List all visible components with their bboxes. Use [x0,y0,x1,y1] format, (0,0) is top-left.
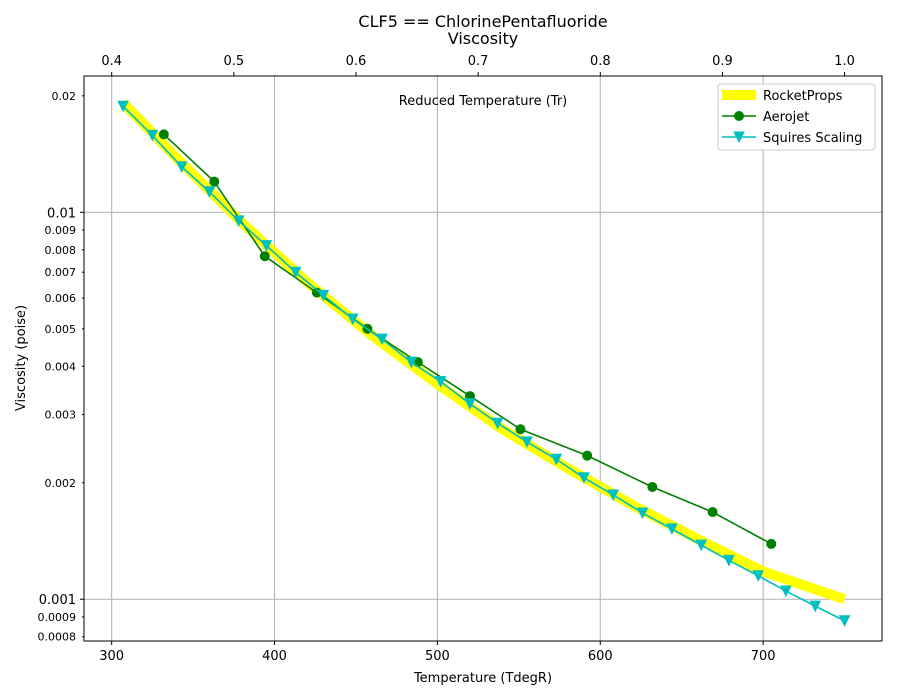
x-tick-label: 500 [425,649,450,664]
chart-title: CLF5 == ChlorinePentafluoride [358,12,607,31]
legend-label-rocketprops: RocketProps [763,89,843,104]
squires-scaling-point [289,266,302,279]
squires-scaling-point [636,507,649,520]
top-tick-label: 0.8 [590,54,611,69]
aerojet-point [766,538,777,549]
x-tick-label: 300 [99,649,124,664]
aerojet-point [515,424,526,435]
legend-marker-squires-scaling [733,131,745,144]
squires-scaling-point [666,523,678,535]
squires-scaling-point [723,554,735,567]
top-tick-label: 0.6 [346,54,367,69]
y-minor-tick-label: 0.0008 [38,631,77,644]
squires-scaling-point [809,600,822,613]
aerojet-point [259,251,270,262]
y-tick-label: 0.01 [47,206,76,221]
squires-scaling-point [146,129,159,142]
squires-scaling-point [491,417,504,430]
squires-scaling-point [695,539,708,552]
y-minor-tick-label: 0.005 [45,323,77,336]
legend-label-squires-scaling: Squires Scaling [763,131,862,146]
squires-scaling-line [122,105,846,622]
squires-scaling-point [232,215,245,228]
y-minor-tick-label: 0.004 [45,360,77,373]
aerojet-point [582,450,593,461]
top-tick-label: 0.9 [712,54,733,69]
squires-scaling-point [117,100,129,113]
squires-scaling-point [838,615,851,627]
legend-entry-squires-scaling: Squires Scaling [722,131,862,146]
x-axis-label: Temperature (TdegR) [413,671,552,686]
squires-scaling-point [203,186,216,198]
squires-scaling-point [464,398,476,410]
squires-scaling-point [607,489,620,502]
top-tick-label: 1.0 [834,54,855,69]
y-minor-tick-label: 0.008 [45,244,77,257]
y-axis-label: Viscosity (poise) [14,305,29,411]
aerojet-point [647,482,658,493]
squires-scaling-point [521,436,533,449]
y-minor-tick-label: 0.009 [45,224,77,237]
squires-scaling-point [752,570,765,582]
y-minor-tick-label: 0.007 [45,266,77,279]
squires-scaling-point [550,453,563,466]
squires-scaling-point [578,472,590,484]
series-layer [117,99,851,627]
squires-scaling-point [376,333,388,346]
top-axis-label: Reduced Temperature (Tr) [399,94,567,109]
legend: RocketProps Aerojet Squires Scaling [717,83,876,151]
legend-box [717,83,876,151]
squires-scaling-point [317,289,330,302]
legend-entry-aerojet: Aerojet [722,110,809,125]
y-minor-tick-label: 0.02 [52,90,77,103]
y-minor-tick-label: 0.0009 [38,611,77,624]
x-tick-label: 600 [588,649,613,664]
top-tick-label: 0.7 [468,54,489,69]
grid-lines [84,76,882,641]
legend-marker-aerojet [734,111,744,121]
x-tick-label: 400 [262,649,287,664]
legend-entry-rocketprops: RocketProps [722,89,843,104]
chart-subtitle: Viscosity [448,29,518,48]
squires-scaling-point [346,313,359,326]
axis-ticks: 300 400 500 600 700 0.4 0.5 0.6 0.7 0.8 0.9 1.0 0.00… [38,54,855,664]
legend-label-aerojet: Aerojet [763,110,809,125]
squires-scaling-point [260,240,273,252]
y-tick-label: 0.001 [39,593,76,608]
aerojet-point [707,507,718,518]
squires-scaling-point [405,356,418,369]
squires-scaling-point [175,161,188,174]
squires-scaling-point [780,585,792,598]
top-tick-label: 0.5 [224,54,245,69]
y-minor-tick-label: 0.003 [45,409,77,422]
x-tick-label: 700 [751,649,776,664]
aerojet-point [158,129,169,140]
plot-frame [83,75,883,642]
squires-scaling-series [117,100,851,627]
y-minor-tick-label: 0.002 [45,477,77,490]
aerojet-point [209,176,220,187]
squires-scaling-point [434,376,447,388]
y-minor-tick-label: 0.006 [45,292,77,305]
top-tick-label: 0.4 [101,54,122,69]
